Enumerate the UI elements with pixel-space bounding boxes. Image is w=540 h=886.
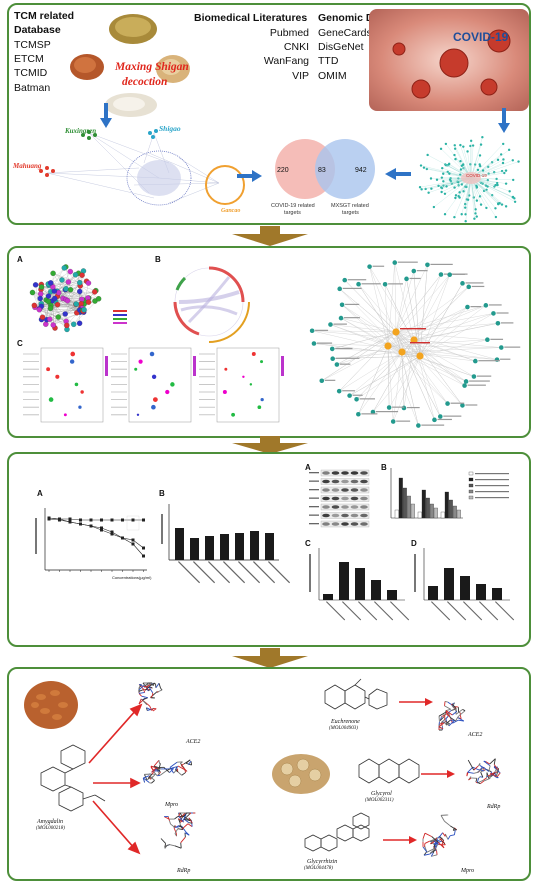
biomedical-literatures-title: Biomedical Literatures [194,12,308,24]
glycyrol-structure [358,758,420,784]
venn-left-label: COVID-19 related [271,203,315,209]
target-label: Mpro [461,868,475,874]
ligand-id: (MOL000218) [36,826,65,831]
docking-pose-mpro-a [142,759,193,784]
arrow-right-icon [383,836,417,844]
subfigure-label-c: C [17,339,23,348]
flow-arrow-icon [232,648,308,668]
ppi-cluster-network [29,264,102,333]
venn-left-count: 220 [277,167,289,174]
docking-pose-rdrp-b [466,758,501,785]
herb-label-gancao: Gancao [221,208,241,214]
arrow-right-icon [421,770,455,778]
protein-expression-bar-chart [390,468,509,519]
genomic-database-item: OMIM [318,70,347,82]
arrow-down-icon [498,108,510,133]
venn-right-label-2: targets [342,210,359,216]
venn-right-label: MXSGT related [331,203,369,209]
subfigure-label-a2: A [305,463,311,472]
cell-viability-line-plot [35,508,147,572]
ligand-name: Euchrenone [331,719,360,725]
cytokine-bar-chart-d [414,548,515,621]
ligand-id: (MOL002311) [365,798,394,803]
almond-photo [24,681,78,729]
panel-enrichment-network: A B C [7,246,531,438]
panel-network-pharmacology: TCM related Database TCMSP ETCM TCMID Ba… [7,3,531,225]
ligand-id: (MOL004903) [329,726,358,731]
genomic-database-title: Genomic Database [318,12,413,24]
pathway-target-network [309,260,521,428]
target-label: RdRp [177,868,191,874]
venn-right-count: 942 [355,167,367,174]
venn-diagram [275,139,375,199]
tcm-database-item: ETCM [14,53,44,65]
subfigure-label-a: A [37,489,43,498]
target-label: ACE2 [468,732,483,738]
subfigure-label-c: C [305,539,311,548]
genomic-database-item: GeneCards [318,27,372,39]
herb-label-kuxingren: Kuxingren [65,127,97,135]
decoction-title-1: Maxing Shigan [115,61,189,73]
literature-item: VIP [292,70,309,82]
subfigure-label-b: B [159,489,165,498]
glycyrrhizin-structure [304,812,370,852]
euchrenone-structure [324,678,388,710]
tcm-database-item: TCMSP [14,39,51,51]
coronavirus-image [369,9,529,111]
target-label: RdRp [487,804,501,810]
tcm-database-item: Batman [14,82,51,94]
subfigure-label-b: B [155,255,161,264]
subfigure-label-b2: B [381,463,387,472]
western-blot [309,469,370,528]
herb-label-shigao: Shigao [159,124,181,133]
covid-network-center-label: COVID-19 [466,173,487,178]
docking-pose-rdrp-a [160,812,196,849]
ligand-id: (MOL004478) [304,866,333,871]
viability-bar-chart [161,504,291,584]
docking-arrows [88,703,143,855]
docking-pose-ace2-b [438,701,466,731]
decoction-title-2: decoction [122,76,168,88]
covid-title: COVID-19 [453,30,509,44]
arrow-right-icon [237,170,262,182]
genomic-database-item: DisGeNet [318,41,364,53]
subfigure-label-a: A [17,255,23,264]
docking-pose-ace2-a [138,682,163,712]
legend-swatches [113,310,127,324]
herb-photo-collage [70,14,190,117]
venn-left-label-2: targets [284,210,301,216]
chord-diagram [173,266,250,343]
ligand-name: Glycyrrhizin [307,859,338,865]
panel-experimental-validation: A B A B C D Concentrations(μg/ml) [7,452,531,647]
amygdalin-structure [40,744,106,812]
licorice-photo [272,754,330,794]
arrow-right-icon [399,698,433,706]
tcm-database-item: TCMID [14,67,48,79]
arrow-left-icon [385,168,411,180]
tcm-database-title-2: Database [14,24,61,36]
literature-item: CNKI [283,41,309,53]
dot-plot-group [23,347,284,423]
panel-molecular-docking: Amygdalin (MOL000218) ACE2 Mpro RdRp Euc… [7,667,531,881]
tcm-database-title-1: TCM related [14,10,75,22]
docking-pose-mpro-b [422,814,458,857]
covid-target-network [418,136,520,223]
flow-arrow-icon [232,436,308,454]
subfigure-label-d: D [411,539,417,548]
literature-item: WanFang [263,55,309,67]
flow-arrow-icon [232,226,308,246]
ligand-name: Amygdalin [37,819,63,825]
cytokine-bar-chart-c [309,548,410,621]
venn-overlap-count: 83 [318,167,326,174]
genomic-database-item: TTD [318,55,339,67]
herb-compound-target-network [39,129,245,206]
arrow-down-icon [100,103,112,128]
target-label: ACE2 [186,739,201,745]
x-axis-label: Concentrations(μg/ml) [112,575,152,580]
ligand-name: Glycyrol [371,791,392,797]
literature-item: Pubmed [269,27,309,39]
herb-label-mahuang: Mahuang [13,162,42,170]
target-label: Mpro [165,802,179,808]
